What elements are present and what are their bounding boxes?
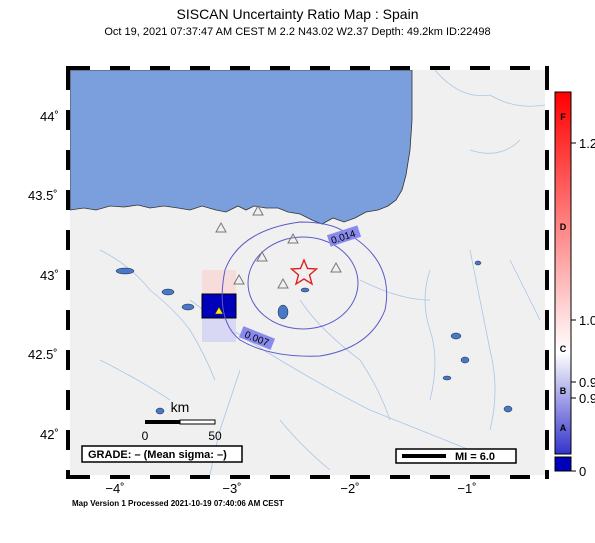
svg-text:km: km (171, 399, 190, 415)
svg-text:GRADE: – (Mean sigma: –): GRADE: – (Mean sigma: –) (88, 449, 227, 461)
lon-label: −4˚ (105, 481, 124, 496)
colorbar-letter: A (560, 423, 567, 433)
stations (215, 204, 342, 289)
colorbar-letter: B (560, 386, 567, 396)
lat-label: 42.5˚ (28, 347, 58, 362)
station-icon (287, 232, 299, 244)
station-icon (256, 250, 268, 262)
lat-labels: 44˚ 43.5˚ 43˚ 42.5˚ 42˚ (28, 109, 59, 442)
lakes (115, 260, 513, 415)
colorbar-letter: C (560, 344, 567, 354)
svg-text:MI = 6.0: MI = 6.0 (455, 451, 495, 463)
colorbar-value: 1.0 (579, 313, 595, 328)
svg-text:0: 0 (142, 429, 149, 443)
sea-area (70, 70, 413, 225)
lon-label: −2˚ (340, 481, 359, 496)
colorbar-letter: D (560, 222, 567, 232)
lat-label: 44˚ (40, 109, 59, 124)
colorbar-value: 1.2 (579, 136, 595, 151)
station-icon (233, 273, 245, 285)
lon-labels: −4˚ −3˚ −2˚ −1˚ (105, 481, 476, 496)
colorbar: F D C B A 1.2 1.0 0.9 0.9 0 (554, 91, 595, 479)
station-icon (330, 261, 342, 273)
station-icon (215, 221, 227, 233)
contours (221, 221, 388, 357)
processing-footer: Map Version 1 Processed 2021-10-19 07:40… (72, 499, 284, 508)
uncertainty-grid (201, 270, 237, 342)
scale-bar: km 0 50 (142, 399, 222, 443)
station-icon (214, 306, 224, 315)
grid-cell-high (201, 293, 237, 319)
lat-label: 42˚ (40, 427, 59, 442)
grade-box: GRADE: – (Mean sigma: –) (81, 445, 243, 463)
colorbar-letter: F (560, 112, 566, 122)
colorbar-value: 0.9 (579, 391, 595, 406)
lon-label: −3˚ (222, 481, 241, 496)
epicenter-star-icon (289, 258, 319, 286)
lon-label: −1˚ (457, 481, 476, 496)
lat-label: 43.5˚ (28, 188, 58, 203)
svg-text:50: 50 (208, 429, 222, 443)
event-subtitle: Oct 19, 2021 07:37:47 AM CEST M 2.2 N43.… (104, 26, 491, 38)
map-title: SISCAN Uncertainty Ratio Map : Spain (176, 6, 419, 22)
station-icon (277, 277, 289, 289)
colorbar-value: 0.9 (579, 375, 595, 390)
colorbar-value: 0 (579, 464, 586, 479)
mi-legend: MI = 6.0 (395, 448, 517, 464)
lat-label: 43˚ (40, 268, 59, 283)
station-icon (252, 204, 264, 216)
